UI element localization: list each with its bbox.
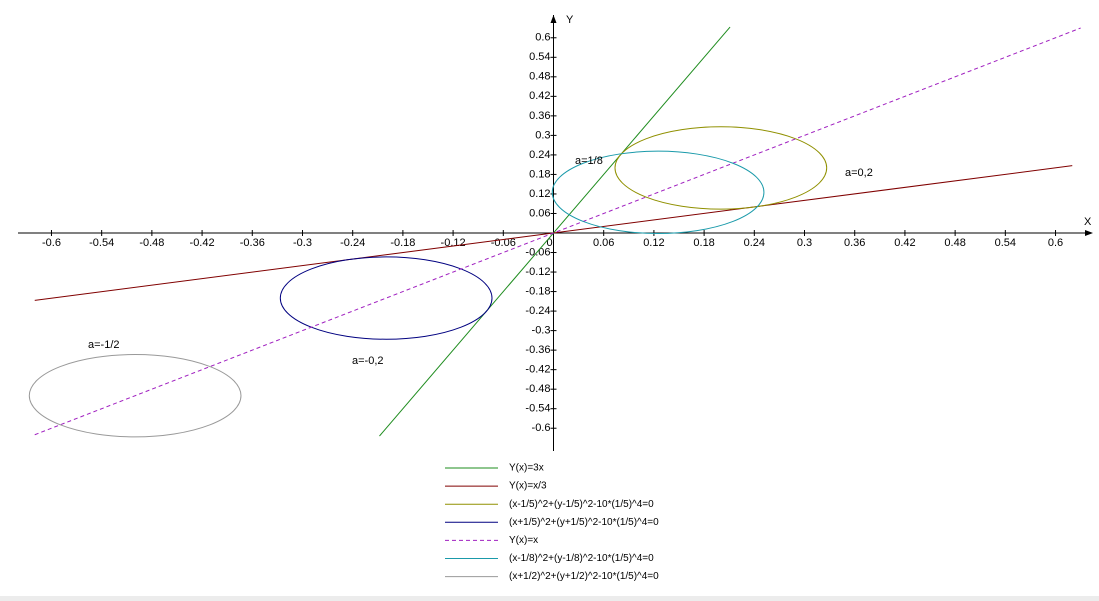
series-circle: [28, 354, 242, 438]
x-axis-arrow: [1085, 230, 1093, 236]
series-line: [34, 27, 1081, 436]
y-tick-label: -0.18: [525, 285, 550, 297]
y-tick-label: -0.24: [525, 305, 550, 317]
x-tick-label: 0.54: [995, 237, 1016, 249]
x-tick-label: 0.06: [593, 237, 614, 249]
y-tick-label: 0.42: [529, 90, 550, 102]
y-tick-label: 0.24: [529, 149, 550, 161]
y-tick-label: -0.36: [525, 344, 550, 356]
y-tick-label: -0.48: [525, 383, 550, 395]
y-tick-label: 0.54: [529, 51, 550, 63]
y-tick-label: 0.36: [529, 110, 550, 122]
legend-label: (x-1/8)^2+(y-1/8)^2-10*(1/5)^4=0: [509, 553, 654, 564]
x-tick-label: -0.12: [441, 237, 466, 249]
y-axis-arrow: [550, 15, 557, 23]
y-tick-label: 0.12: [529, 188, 550, 200]
annotation: a=0,2: [845, 167, 873, 179]
annotation: a=-1/2: [88, 339, 120, 351]
x-tick-label: 0.42: [894, 237, 915, 249]
legend-label: Y(x)=x: [509, 535, 538, 546]
y-tick-label: 0.18: [529, 168, 550, 180]
y-tick-label: -0.54: [525, 403, 550, 415]
y-tick-label: 0.6: [535, 32, 550, 44]
x-tick-label: -0.3: [293, 237, 312, 249]
y-axis-label: Y: [566, 14, 574, 26]
series-circle: [551, 150, 765, 234]
series-circle: [614, 126, 828, 210]
x-tick-label: 0: [546, 237, 552, 249]
x-tick-label: 0.12: [643, 237, 664, 249]
series-circle: [279, 256, 493, 340]
x-tick-label: -0.24: [340, 237, 365, 249]
annotation: a=-0,2: [352, 355, 384, 367]
x-tick-label: 0.6: [1048, 237, 1063, 249]
x-axis-label: X: [1084, 216, 1092, 228]
y-tick-label: -0.06: [525, 246, 550, 258]
legend-label: Y(x)=x/3: [509, 481, 547, 492]
x-tick-label: -0.42: [190, 237, 215, 249]
x-tick-label: -0.36: [240, 237, 265, 249]
y-tick-label: 0.3: [535, 129, 550, 141]
legend-label: Y(x)=3x: [509, 463, 544, 474]
x-tick-label: 0.24: [744, 237, 765, 249]
x-tick-label: -0.54: [89, 237, 114, 249]
x-tick-label: -0.48: [139, 237, 164, 249]
series-line: [379, 26, 731, 437]
y-tick-label: -0.6: [532, 422, 551, 434]
y-tick-label: 0.06: [529, 207, 550, 219]
x-tick-label: -0.6: [42, 237, 61, 249]
legend-label: (x-1/5)^2+(y-1/5)^2-10*(1/5)^4=0: [509, 499, 654, 510]
x-tick-label: 0.3: [797, 237, 812, 249]
annotation: a=1/8: [575, 155, 603, 167]
y-tick-label: -0.42: [525, 364, 550, 376]
y-tick-label: -0.12: [525, 266, 550, 278]
status-strip: [0, 596, 1099, 601]
y-tick-label: 0.48: [529, 71, 550, 83]
y-tick-label: -0.3: [532, 325, 551, 337]
x-tick-label: 0.48: [944, 237, 965, 249]
legend-label: (x+1/2)^2+(y+1/2)^2-10*(1/5)^4=0: [509, 571, 659, 582]
legend-label: (x+1/5)^2+(y+1/5)^2-10*(1/5)^4=0: [509, 517, 659, 528]
x-tick-label: 0.36: [844, 237, 865, 249]
x-tick-label: -0.18: [390, 237, 415, 249]
x-tick-label: 0.18: [693, 237, 714, 249]
